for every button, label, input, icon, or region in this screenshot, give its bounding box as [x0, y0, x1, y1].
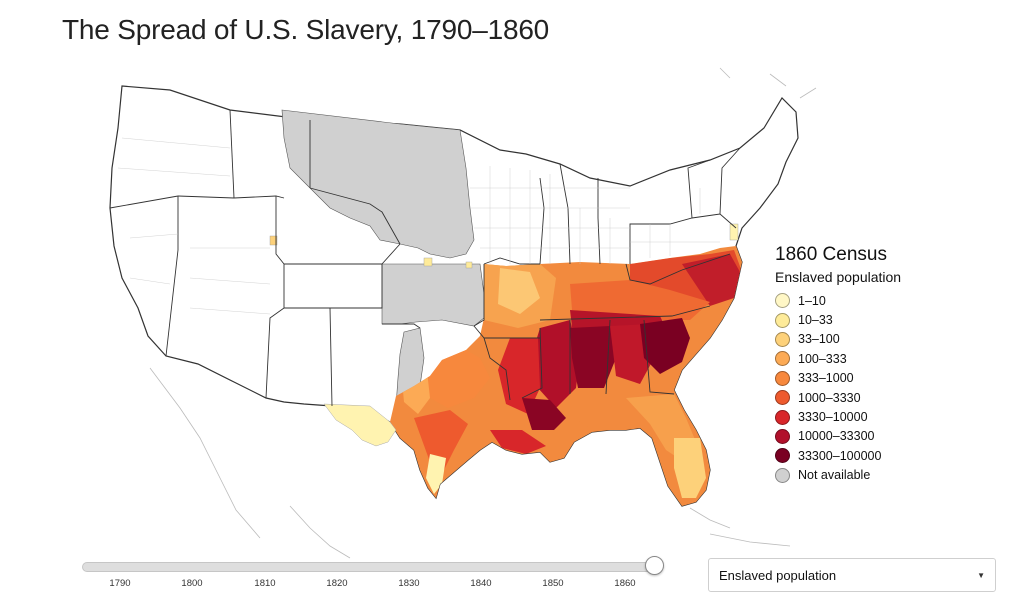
legend-item: 33300–100000	[775, 446, 901, 465]
legend-swatch	[775, 351, 790, 367]
legend-item: 1–10	[775, 291, 901, 310]
county-lines	[117, 137, 720, 315]
legend-label: 33300–100000	[798, 448, 882, 463]
slider-track[interactable]	[82, 562, 656, 572]
legend-swatch	[775, 448, 790, 464]
legend-label: Not available	[798, 468, 871, 483]
legend-swatch	[775, 370, 790, 386]
caret-down-icon: ▼	[977, 570, 985, 580]
legend-label: 1–10	[798, 293, 826, 308]
us-counties-map	[109, 67, 817, 559]
nebraska-county	[465, 261, 473, 269]
slider-handle-icon[interactable]	[645, 556, 664, 575]
legend-label: 33–100	[798, 332, 840, 347]
variable-select[interactable]: Enslaved population ▼	[708, 558, 996, 592]
legend-swatch	[775, 467, 790, 483]
legend-swatch	[775, 312, 790, 328]
legend-item: 33–100	[775, 330, 901, 349]
slider-tick: 1800	[181, 578, 203, 589]
legend-swatch	[775, 390, 790, 406]
select-value: Enslaved population	[719, 567, 837, 583]
slider-tick: 1820	[326, 578, 348, 589]
legend-label: 10–33	[798, 313, 833, 328]
legend-item: 10–33	[775, 310, 901, 329]
texas-west-light	[323, 403, 397, 447]
legend-item: 100–333	[775, 349, 901, 368]
slider-tick: 1790	[109, 578, 131, 589]
slider-tick: 1840	[470, 578, 492, 589]
not-available-indian-territory	[381, 263, 485, 327]
legend-list: 1–10 10–33 33–100 100–333 333–1000 1000–…	[775, 291, 901, 485]
map-legend: 1860 Census Enslaved population 1–10 10–…	[775, 244, 901, 485]
legend-swatch	[775, 293, 790, 309]
slider-tick: 1860	[614, 578, 636, 589]
coast-lines	[149, 67, 817, 559]
legend-label: 333–1000	[798, 371, 854, 386]
legend-swatch	[775, 331, 790, 347]
legend-label: 3330–10000	[798, 410, 868, 425]
legend-label: 1000–3330	[798, 390, 861, 405]
legend-item: 3330–10000	[775, 407, 901, 426]
legend-label: 10000–33300	[798, 429, 875, 444]
utah-county	[269, 235, 278, 246]
legend-label: 100–333	[798, 351, 847, 366]
page-title: The Spread of U.S. Slavery, 1790–1860	[62, 14, 550, 45]
legend-item: 333–1000	[775, 369, 901, 388]
slider-tick: 1830	[398, 578, 420, 589]
legend-subtitle: Enslaved population	[775, 269, 902, 285]
kansas-county	[423, 257, 433, 267]
slider-tick: 1850	[542, 578, 564, 589]
legend-swatch	[775, 409, 790, 425]
legend-item: Not available	[775, 466, 901, 485]
year-slider[interactable]: 1790 1800 1810 1820 1830 1840 1850 1860	[82, 556, 664, 589]
slider-tick: 1810	[254, 578, 276, 589]
legend-swatch	[775, 428, 790, 444]
legend-item: 1000–3330	[775, 388, 901, 407]
legend-title: 1860 Census	[775, 244, 887, 265]
legend-item: 10000–33300	[775, 427, 901, 446]
new-jersey-counties	[729, 223, 739, 241]
